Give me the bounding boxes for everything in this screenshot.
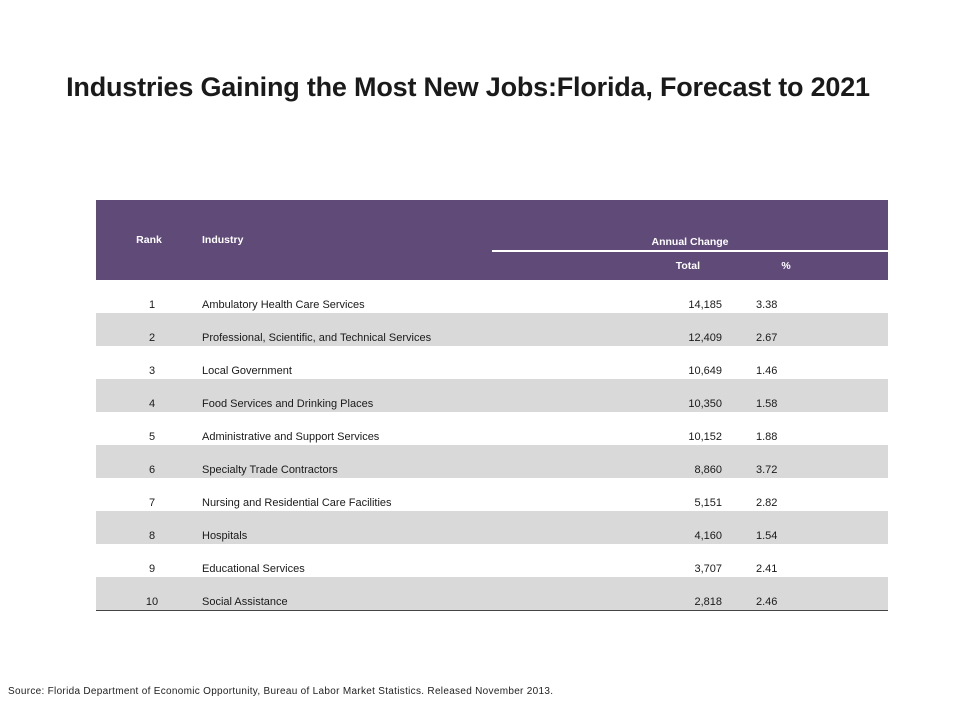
table-header: Rank Industry Annual Change Total % [96, 200, 889, 280]
total-cell: 10,649 [688, 365, 722, 377]
header-total: Total [492, 251, 724, 280]
jobs-table-container: Rank Industry Annual Change Total % 1 Amb… [96, 200, 889, 611]
source-note: Source: Florida Department of Economic O… [8, 686, 554, 697]
rank-cell: 4 [96, 379, 202, 412]
table-row: 6 Specialty Trade Contractors 8,860 3.72 [96, 445, 889, 478]
table-row: 3 Local Government 10,649 1.46 [96, 346, 888, 379]
rank-cell: 10 [96, 577, 202, 611]
page-title: Industries Gaining the Most New Jobs:Flo… [66, 72, 870, 102]
percent-cell: 2.82 [756, 497, 778, 509]
table-row: 4 Food Services and Drinking Places 10,350… [96, 379, 889, 412]
table-row: 2 Professional, Scientific, and Technical… [96, 313, 889, 346]
percent-cell: 2.41 [756, 563, 778, 575]
rank-cell: 7 [148, 497, 156, 509]
industry-cell: Professional, Scientific, and Technical … [202, 313, 492, 346]
total-cell: 4,160 [492, 511, 724, 544]
percent-cell: 2.67 [724, 313, 889, 346]
percent-cell: 3.72 [724, 445, 889, 478]
header-rank: Rank [96, 200, 202, 280]
percent-cell: 1.54 [724, 511, 889, 544]
rank-cell: 2 [96, 313, 202, 346]
total-cell: 8,860 [492, 445, 724, 478]
rank-cell: 6 [96, 445, 202, 478]
industry-cell: Hospitals [202, 511, 492, 544]
industry-cell: Administrative and Support Services [202, 431, 380, 443]
rank-cell: 9 [148, 563, 156, 575]
industry-cell: Educational Services [202, 563, 305, 575]
percent-cell: 1.58 [724, 379, 889, 412]
industry-cell: Social Assistance [202, 577, 492, 611]
total-cell: 3,707 [694, 563, 722, 575]
table-body: 1 Ambulatory Health Care Services 14,185 3.… [96, 280, 889, 611]
rank-cell: 5 [148, 431, 156, 443]
table-row: 8 Hospitals 4,160 1.54 [96, 511, 889, 544]
jobs-table: Rank Industry Annual Change Total % 1 Amb… [96, 200, 889, 611]
rank-cell: 8 [96, 511, 202, 544]
total-cell: 2,818 [492, 577, 724, 611]
percent-cell: 1.46 [756, 365, 778, 377]
rank-cell: 1 [148, 299, 156, 311]
total-cell: 10,152 [688, 431, 722, 443]
industry-cell: Ambulatory Health Care Services [202, 299, 365, 311]
total-cell: 5,151 [694, 497, 722, 509]
table-row: 1 Ambulatory Health Care Services 14,185 3.… [96, 280, 888, 313]
industry-cell: Nursing and Residential Care Facilities [202, 497, 392, 509]
table-row: 7 Nursing and Residential Care Facilities… [96, 478, 888, 511]
header-annual-change: Annual Change [492, 200, 889, 252]
header-industry: Industry [202, 200, 492, 280]
percent-cell: 1.88 [756, 431, 778, 443]
table-row: 9 Educational Services 3,707 2.41 [96, 544, 888, 577]
total-cell: 10,350 [492, 379, 724, 412]
industry-cell: Specialty Trade Contractors [202, 445, 492, 478]
total-cell: 14,185 [688, 299, 722, 311]
percent-cell: 2.46 [724, 577, 889, 611]
total-cell: 12,409 [492, 313, 724, 346]
rank-cell: 3 [148, 365, 156, 377]
table-row: 10 Social Assistance 2,818 2.46 [96, 577, 889, 611]
industry-cell: Local Government [202, 365, 292, 377]
header-percent: % [724, 251, 889, 280]
industry-cell: Food Services and Drinking Places [202, 379, 492, 412]
table-row: 5 Administrative and Support Services 10,1… [96, 412, 888, 445]
percent-cell: 3.38 [756, 299, 778, 311]
